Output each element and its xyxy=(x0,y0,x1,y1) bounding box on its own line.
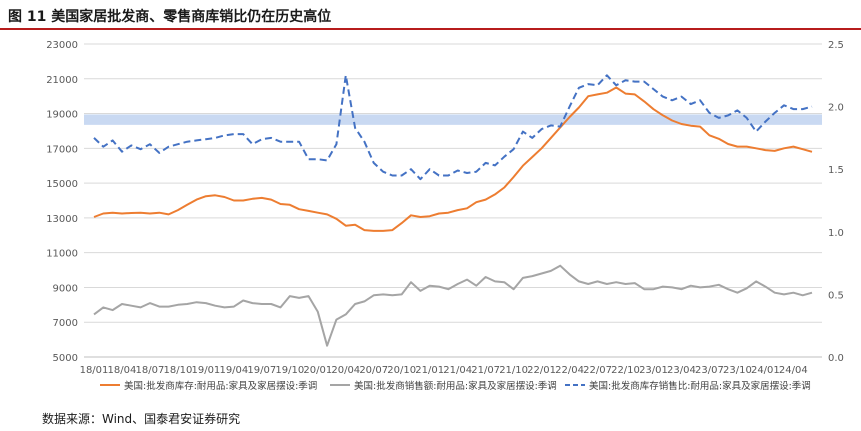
y-left-tick-label: 15000 xyxy=(46,179,78,190)
y-right-tick-label: 0.5 xyxy=(828,290,844,301)
x-tick-label: 22/01 xyxy=(527,365,556,376)
x-tick-label: 18/01 xyxy=(80,365,109,376)
x-tick-label: 18/04 xyxy=(108,365,137,376)
y-right-tick-label: 1.0 xyxy=(828,228,844,239)
series-line-3 xyxy=(93,74,813,181)
x-tick-label: 20/04 xyxy=(331,365,360,376)
series-line-1 xyxy=(93,86,813,232)
y-left-tick-label: 21000 xyxy=(46,75,78,86)
y-right-tick-label: 1.5 xyxy=(828,165,844,176)
y-right-tick-label: 2.5 xyxy=(828,40,844,51)
y-right-tick-label: 2.0 xyxy=(828,103,844,114)
x-tick-label: 22/07 xyxy=(583,365,612,376)
x-tick-label: 24/01 xyxy=(751,365,780,376)
x-tick-label: 19/04 xyxy=(219,365,248,376)
y-left-tick-label: 11000 xyxy=(46,249,78,260)
x-tick-label: 21/07 xyxy=(471,365,500,376)
x-tick-label: 21/01 xyxy=(415,365,444,376)
x-tick-label: 20/01 xyxy=(303,365,332,376)
chart-svg: 5000 7000 9000 11000 13000 15000 17000 19000 210… xyxy=(46,40,844,392)
x-tick-label: 20/10 xyxy=(387,365,416,376)
highlight-band xyxy=(84,114,822,125)
series-line-2 xyxy=(93,264,813,347)
y-left-tick-label: 9000 xyxy=(53,283,78,294)
x-tick-label: 24/04 xyxy=(779,365,808,376)
x-tick-label: 23/07 xyxy=(695,365,724,376)
x-tick-label: 19/07 xyxy=(247,365,276,376)
y-left-tick-label: 17000 xyxy=(46,144,78,155)
x-tick-label: 19/10 xyxy=(275,365,304,376)
x-tick-label: 22/04 xyxy=(555,365,584,376)
y-left-tick-label: 23000 xyxy=(46,40,78,51)
x-tick-label: 19/01 xyxy=(191,365,220,376)
y-left-tick-label: 7000 xyxy=(53,318,78,329)
y-left-tick-label: 5000 xyxy=(53,353,78,364)
y-left-tick-label: 19000 xyxy=(46,110,78,121)
chart: 5000 7000 9000 11000 13000 15000 17000 19000 210… xyxy=(0,32,861,402)
source-note: 数据来源：Wind、国泰君安证券研究 xyxy=(42,412,241,426)
x-tick-label: 20/07 xyxy=(359,365,388,376)
title-rule xyxy=(0,28,861,30)
figure-title: 图 11 美国家居批发商、零售商库销比仍在历史高位 xyxy=(8,9,332,25)
x-tick-label: 21/04 xyxy=(443,365,472,376)
legend-label-2: 美国:批发商销售额:耐用品:家具及家居摆设:季调 xyxy=(354,380,557,392)
y-right-tick-label: 0.0 xyxy=(828,353,844,364)
legend-label-1: 美国:批发商库存:耐用品:家具及家居摆设:季调 xyxy=(124,380,317,392)
x-tick-label: 18/07 xyxy=(136,365,165,376)
x-tick-label: 18/10 xyxy=(164,365,193,376)
x-tick-label: 23/04 xyxy=(667,365,696,376)
x-tick-label: 23/10 xyxy=(723,365,752,376)
x-tick-label: 22/10 xyxy=(611,365,640,376)
x-tick-label: 21/10 xyxy=(499,365,528,376)
x-tick-label: 23/01 xyxy=(639,365,668,376)
legend-label-3: 美国:批发商库存销售比:耐用品:家具及家居摆设:季调 xyxy=(589,380,811,392)
y-left-tick-label: 13000 xyxy=(46,214,78,225)
